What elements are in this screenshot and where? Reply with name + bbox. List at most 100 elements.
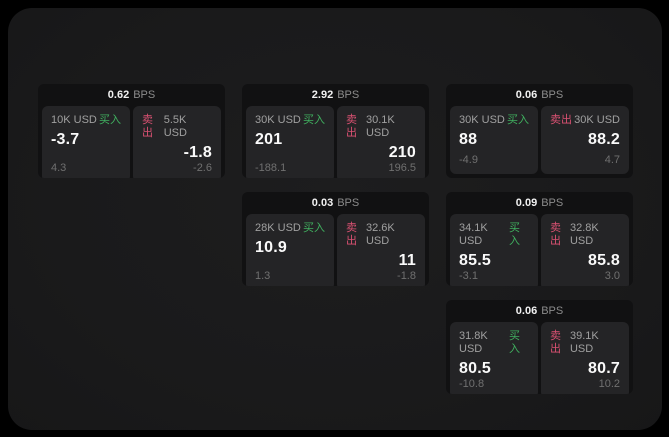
sell-price: 85.8	[588, 252, 620, 269]
quote-card: 0.09 BPS 34.1K USD 买入 85.5 -3.1 卖出	[446, 192, 633, 286]
card-body: 30K USD 买入 201 -188.1 卖出 30.1K USD 210 1…	[242, 106, 429, 178]
buy-panel[interactable]: 31.8K USD 买入 80.5 -10.8	[450, 322, 538, 394]
sell-side-label: 卖出	[550, 330, 561, 355]
sell-price: 11	[398, 252, 416, 269]
sell-panel-top: 卖出 30.1K USD	[346, 114, 416, 140]
buy-delta: -3.1	[459, 270, 478, 282]
buy-panel-top: 10K USD 买入	[51, 114, 121, 127]
buy-panel-top: 28K USD 买入	[255, 222, 325, 235]
sell-amount: 32.8K USD	[569, 222, 599, 247]
bps-unit-label: BPS	[337, 197, 360, 209]
sell-panel-top: 卖出 39.1K USD	[550, 330, 620, 356]
buy-price: -3.7	[51, 131, 80, 148]
sell-price: -1.8	[183, 144, 212, 161]
sell-amount: 5.5K USD	[163, 114, 187, 139]
sell-panel[interactable]: 卖出 39.1K USD 80.7 10.2	[541, 322, 629, 394]
sell-delta: -1.8	[397, 270, 416, 282]
card-header: 0.03 BPS	[242, 192, 429, 214]
card-header: 0.06 BPS	[446, 84, 633, 106]
sell-side-label: 卖出	[550, 222, 561, 247]
buy-delta: 1.3	[255, 270, 271, 282]
buy-side-label: 买入	[509, 330, 521, 355]
buy-delta: -4.9	[459, 154, 478, 166]
bps-unit-label: BPS	[133, 89, 156, 101]
sell-delta: 4.7	[604, 154, 620, 166]
sell-panel-top: 卖出 32.8K USD	[550, 222, 620, 248]
quote-card: 2.92 BPS 30K USD 买入 201 -188.1 卖出	[242, 84, 429, 178]
quote-card: 0.03 BPS 28K USD 买入 10.9 1.3 卖出	[242, 192, 429, 286]
buy-side-label: 买入	[507, 114, 529, 126]
bps-unit-label: BPS	[337, 89, 360, 101]
buy-panel[interactable]: 10K USD 买入 -3.7 4.3	[42, 106, 130, 178]
sell-amount: 30K USD	[574, 114, 620, 126]
buy-price: 10.9	[255, 239, 287, 256]
buy-side-label: 买入	[99, 114, 121, 126]
card-header: 0.09 BPS	[446, 192, 633, 214]
bps-value: 0.03	[311, 197, 334, 209]
card-body: 34.1K USD 买入 85.5 -3.1 卖出 32.8K USD 85.8…	[446, 214, 633, 286]
card-header: 0.06 BPS	[446, 300, 633, 322]
bps-value: 2.92	[311, 89, 334, 101]
bps-value: 0.06	[515, 89, 538, 101]
buy-price: 201	[255, 131, 283, 148]
sell-amount: 30.1K USD	[365, 114, 395, 139]
card-body: 10K USD 买入 -3.7 4.3 卖出 5.5K USD -1.8 -2.…	[38, 106, 225, 178]
buy-panel-top: 30K USD 买入	[459, 114, 529, 127]
buy-price: 80.5	[459, 360, 491, 377]
buy-amount: 30K USD	[255, 114, 301, 126]
buy-amount: 28K USD	[255, 222, 301, 234]
card-header: 2.92 BPS	[242, 84, 429, 106]
quote-card: 0.06 BPS 31.8K USD 买入 80.5 -10.8 卖	[446, 300, 633, 394]
sell-price: 80.7	[588, 360, 620, 377]
sell-delta: 196.5	[388, 162, 416, 174]
quote-cards-grid: 0.62 BPS 10K USD 买入 -3.7 4.3 卖出	[38, 84, 633, 394]
sell-amount: 32.6K USD	[365, 222, 395, 247]
card-body: 31.8K USD 买入 80.5 -10.8 卖出 39.1K USD 80.…	[446, 322, 633, 394]
sell-amount: 39.1K USD	[569, 330, 599, 355]
sell-delta: -2.6	[193, 162, 212, 174]
sell-panel[interactable]: 卖出 30K USD 88.2 4.7	[541, 106, 629, 174]
buy-side-label: 买入	[303, 114, 325, 126]
sell-price: 210	[388, 144, 416, 161]
buy-panel[interactable]: 34.1K USD 买入 85.5 -3.1	[450, 214, 538, 286]
buy-panel-top: 31.8K USD 买入	[459, 330, 529, 356]
sell-side-label: 卖出	[346, 114, 357, 139]
buy-side-label: 买入	[303, 222, 325, 234]
sell-delta: 3.0	[604, 270, 620, 282]
buy-delta: 4.3	[51, 162, 67, 174]
buy-price: 85.5	[459, 252, 491, 269]
buy-panel-top: 34.1K USD 买入	[459, 222, 529, 248]
sell-panel[interactable]: 卖出 30.1K USD 210 196.5	[337, 106, 425, 178]
bps-value: 0.09	[515, 197, 538, 209]
buy-amount: 34.1K USD	[459, 222, 488, 247]
card-header: 0.62 BPS	[38, 84, 225, 106]
sell-price: 88.2	[588, 131, 620, 148]
buy-amount: 30K USD	[459, 114, 505, 126]
bps-unit-label: BPS	[541, 197, 564, 209]
card-body: 28K USD 买入 10.9 1.3 卖出 32.6K USD 11 -1.8	[242, 214, 429, 286]
sell-side-label: 卖出	[550, 114, 572, 126]
trading-page: 0.62 BPS 10K USD 买入 -3.7 4.3 卖出	[8, 8, 662, 430]
buy-amount: 31.8K USD	[459, 330, 488, 355]
bps-value: 0.62	[107, 89, 130, 101]
card-body: 30K USD 买入 88 -4.9 卖出 30K USD 88.2 4.7	[446, 106, 633, 178]
sell-panel[interactable]: 卖出 32.8K USD 85.8 3.0	[541, 214, 629, 286]
buy-panel-top: 30K USD 买入	[255, 114, 325, 127]
bps-unit-label: BPS	[541, 305, 564, 317]
buy-panel[interactable]: 30K USD 买入 201 -188.1	[246, 106, 334, 178]
buy-panel[interactable]: 30K USD 买入 88 -4.9	[450, 106, 538, 174]
sell-panel-top: 卖出 5.5K USD	[142, 114, 212, 140]
buy-delta: -188.1	[255, 162, 287, 174]
sell-panel[interactable]: 卖出 5.5K USD -1.8 -2.6	[133, 106, 221, 178]
buy-side-label: 买入	[509, 222, 521, 247]
sell-panel[interactable]: 卖出 32.6K USD 11 -1.8	[337, 214, 425, 286]
buy-panel[interactable]: 28K USD 买入 10.9 1.3	[246, 214, 334, 286]
sell-delta: 10.2	[598, 378, 620, 390]
sell-side-label: 卖出	[142, 114, 153, 139]
sell-panel-top: 卖出 32.6K USD	[346, 222, 416, 248]
sell-side-label: 卖出	[346, 222, 357, 247]
buy-delta: -10.8	[459, 378, 485, 390]
quote-card: 0.06 BPS 30K USD 买入 88 -4.9 卖出	[446, 84, 633, 178]
buy-price: 88	[459, 131, 478, 148]
